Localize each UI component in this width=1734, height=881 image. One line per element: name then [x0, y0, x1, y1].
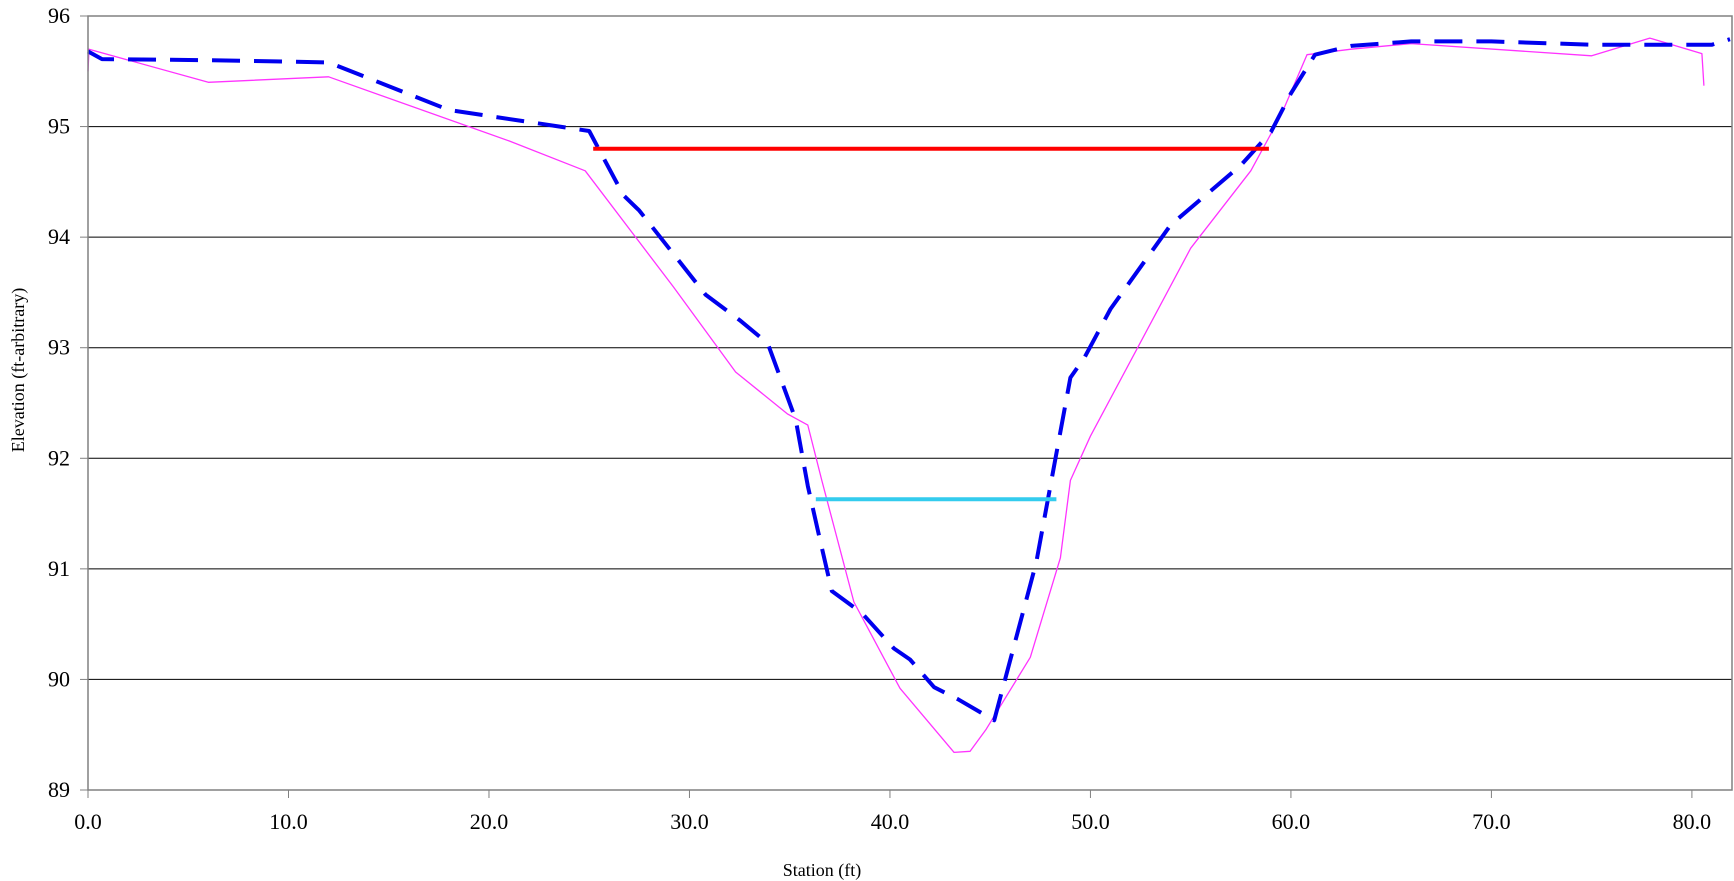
y-tick-label: 89 [48, 777, 70, 802]
x-tick-label: 60.0 [1272, 809, 1311, 834]
series-layer [88, 38, 1730, 752]
tick-labels: 89 90 91 92 93 94 95 96 0.0 10.0 20.0 30.0 40.0 50.0 6… [48, 3, 1711, 834]
y-axis-title: Elevation (ft-arbitrary) [8, 288, 29, 452]
x-tick-label: 20.0 [470, 809, 509, 834]
y-tick-label: 96 [48, 3, 70, 28]
x-tick-label: 40.0 [871, 809, 910, 834]
x-tick-label: 50.0 [1071, 809, 1110, 834]
x-tick-label: 10.0 [269, 809, 308, 834]
x-tick-label: 0.0 [74, 809, 102, 834]
y-tick-label: 90 [48, 666, 70, 691]
x-tick-label: 30.0 [670, 809, 709, 834]
x-tick-label: 80.0 [1673, 809, 1712, 834]
y-tick-label: 91 [48, 556, 70, 581]
y-tick-label: 94 [48, 224, 70, 249]
series-line-1 [88, 38, 1704, 752]
x-axis-title: Station (ft) [783, 860, 862, 881]
y-tick-label: 95 [48, 114, 70, 139]
series-line-2 [88, 39, 1730, 720]
x-tick-label: 70.0 [1472, 809, 1511, 834]
grid-lines [88, 16, 1732, 790]
axis-layer [80, 16, 1732, 798]
plot-area-frame [88, 16, 1732, 790]
y-tick-label: 93 [48, 335, 70, 360]
y-tick-label: 92 [48, 445, 70, 470]
